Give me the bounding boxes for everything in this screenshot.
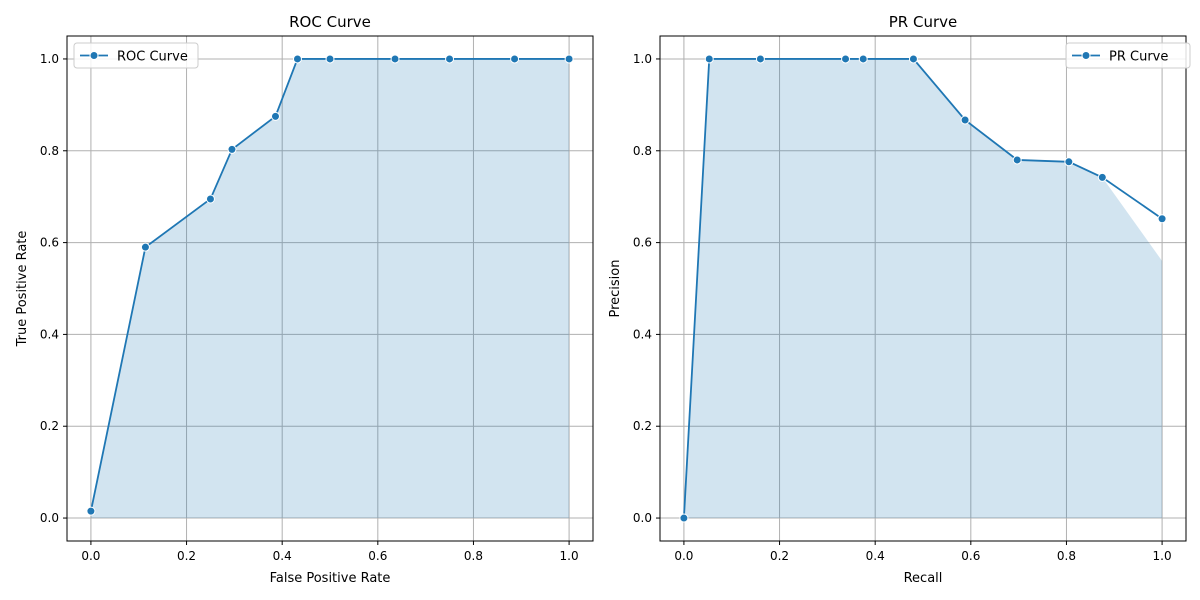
pr-data-point <box>704 54 714 64</box>
pr-data-point <box>1064 157 1074 167</box>
roc-data-point <box>205 194 215 204</box>
roc-data-point <box>390 54 400 64</box>
pr-legend-label: PR Curve <box>1109 50 1168 65</box>
roc-y-tick-label: 0.4 <box>40 327 59 341</box>
roc-x-tick-label: 0.6 <box>368 549 387 563</box>
pr-data-point <box>858 54 868 64</box>
roc-legend-label: ROC Curve <box>117 50 188 65</box>
pr-chart: 0.0 0.2 0.4 0.6 0.8 1.0 0.0 0.2 0.4 0.6 0.8 1.0 PR C… <box>608 13 1191 586</box>
roc-legend-marker <box>89 51 99 60</box>
roc-y-tick-label: 0.8 <box>40 144 59 158</box>
roc-data-point <box>325 54 335 64</box>
pr-data-point <box>908 54 918 64</box>
roc-data-point <box>270 111 280 121</box>
pr-x-tick-label: 0.8 <box>1057 549 1076 563</box>
pr-y-tick-label: 0.6 <box>633 236 652 250</box>
pr-data-point <box>679 513 689 523</box>
pr-y-tick-label: 1.0 <box>633 52 652 66</box>
pr-x-tick-label: 0.6 <box>961 549 980 563</box>
pr-x-tick-label: 0.2 <box>770 549 789 563</box>
pr-legend-marker <box>1081 51 1091 60</box>
pr-x-tick-label: 1.0 <box>1153 549 1172 563</box>
pr-data-point <box>960 115 970 125</box>
roc-y-tick-label: 1.0 <box>40 52 59 66</box>
roc-y-tick-label: 0.2 <box>40 419 59 433</box>
roc-x-tick-label: 0.4 <box>273 549 292 563</box>
roc-chart-title: ROC Curve <box>289 13 371 31</box>
roc-legend: ROC Curve <box>73 42 199 69</box>
pr-x-tick-label: 0.4 <box>866 549 885 563</box>
pr-legend-box <box>1065 42 1191 69</box>
pr-x-axis-label: Recall <box>904 571 943 586</box>
pr-data-point <box>1097 172 1107 182</box>
pr-axes-frame <box>659 35 1187 542</box>
roc-fill-area <box>90 58 570 519</box>
roc-data-point <box>445 54 455 64</box>
roc-x-tick-label: 1.0 <box>560 549 579 563</box>
pr-fill-area <box>683 58 1163 519</box>
roc-y-axis-label: True Positive Rate <box>15 231 30 348</box>
roc-axes-frame <box>66 35 594 542</box>
pr-y-tick-label: 0.2 <box>633 419 652 433</box>
roc-x-tick-label: 0.2 <box>177 549 196 563</box>
roc-data-point <box>140 242 150 252</box>
roc-y-tick-label: 0.6 <box>40 236 59 250</box>
pr-chart-title: PR Curve <box>889 13 958 31</box>
roc-data-point <box>86 506 96 516</box>
roc-y-tick-label: 0.0 <box>40 511 59 525</box>
pr-y-tick-label: 0.8 <box>633 144 652 158</box>
pr-y-axis-label: Precision <box>608 259 623 317</box>
pr-data-point <box>1157 214 1167 224</box>
roc-legend-box <box>73 42 199 69</box>
roc-x-tick-label: 0.0 <box>81 549 100 563</box>
roc-chart: 0.0 0.2 0.4 0.6 0.8 1.0 0.0 0.2 0.4 0.6 0.8 1.0 ROC … <box>15 13 594 586</box>
roc-data-point <box>564 54 574 64</box>
roc-data-point <box>292 54 302 64</box>
pr-y-tick-label: 0.0 <box>633 511 652 525</box>
roc-x-tick-label: 0.8 <box>464 549 483 563</box>
roc-data-point <box>510 54 520 64</box>
pr-legend: PR Curve <box>1065 42 1191 69</box>
pr-data-point <box>841 54 851 64</box>
roc-x-axis-label: False Positive Rate <box>270 571 391 586</box>
pr-x-tick-label: 0.0 <box>674 549 693 563</box>
roc-data-point <box>227 144 237 154</box>
pr-y-tick-label: 0.4 <box>633 327 652 341</box>
pr-data-point <box>1012 155 1022 165</box>
pr-data-point <box>755 54 765 64</box>
